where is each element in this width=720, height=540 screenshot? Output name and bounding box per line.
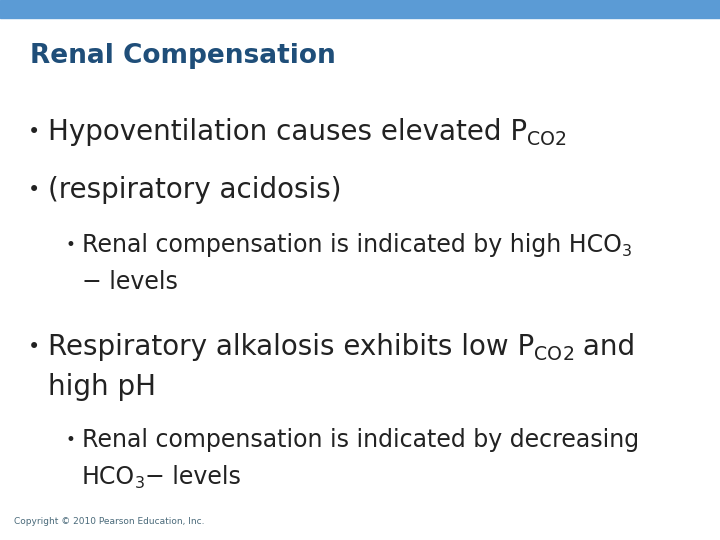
Text: (respiratory acidosis): (respiratory acidosis) xyxy=(48,176,341,204)
Text: 2: 2 xyxy=(555,130,567,149)
Text: high pH: high pH xyxy=(48,373,156,401)
Text: 3: 3 xyxy=(135,476,145,491)
Text: CO: CO xyxy=(527,130,555,149)
Bar xyxy=(0,0,720,18)
Text: Respiratory alkalosis exhibits low P: Respiratory alkalosis exhibits low P xyxy=(48,333,534,361)
Text: Renal compensation is indicated by decreasing: Renal compensation is indicated by decre… xyxy=(82,428,639,452)
Text: Copyright © 2010 Pearson Education, Inc.: Copyright © 2010 Pearson Education, Inc. xyxy=(14,517,204,526)
Text: and: and xyxy=(574,333,635,361)
Text: •: • xyxy=(28,180,40,200)
Text: •: • xyxy=(28,122,40,142)
Text: − levels: − levels xyxy=(82,270,178,294)
Text: − levels: − levels xyxy=(145,465,241,489)
Text: 2: 2 xyxy=(562,345,574,364)
Text: CO: CO xyxy=(534,345,562,364)
Text: Hypoventilation causes elevated P: Hypoventilation causes elevated P xyxy=(48,118,527,146)
Text: Renal compensation is indicated by high HCO: Renal compensation is indicated by high … xyxy=(82,233,622,257)
Text: HCO: HCO xyxy=(82,465,135,489)
Text: 3: 3 xyxy=(622,244,632,259)
Text: Renal Compensation: Renal Compensation xyxy=(30,43,336,69)
Text: •: • xyxy=(65,236,75,254)
Text: •: • xyxy=(65,431,75,449)
Text: •: • xyxy=(28,337,40,357)
